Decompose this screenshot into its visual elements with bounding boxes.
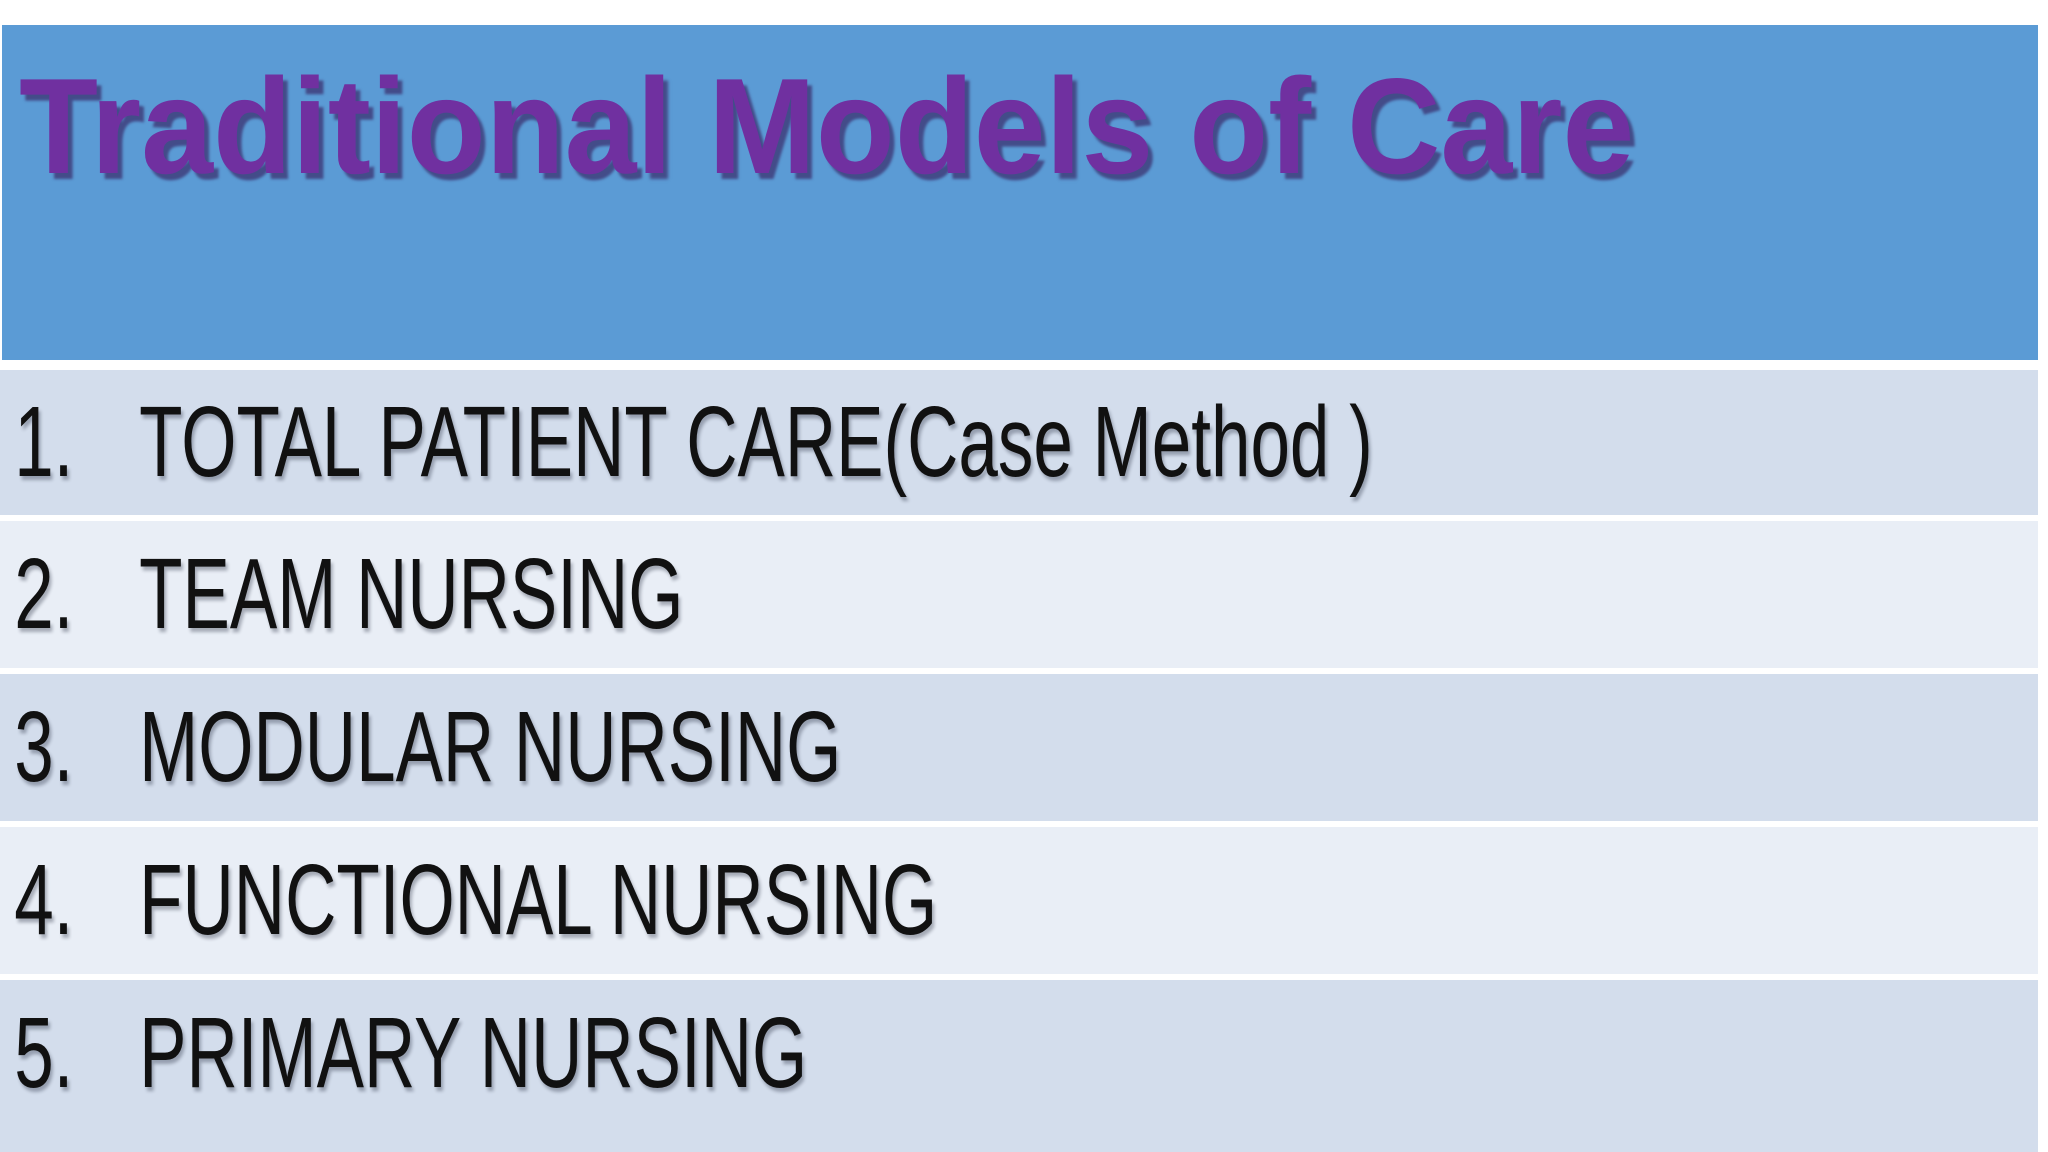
item-text: 2. TEAM NURSING: [0, 537, 684, 652]
list-item-total-patient-care: 1. TOTAL PATIENT CARE(Case Method ): [0, 370, 2038, 515]
item-label: TOTAL PATIENT CARE(Case Method ): [139, 386, 1373, 498]
item-number: 2.: [14, 538, 74, 650]
item-label: TEAM NURSING: [139, 538, 684, 650]
list-item-modular-nursing: 3. MODULAR NURSING: [0, 674, 2038, 821]
item-text: 3. MODULAR NURSING: [0, 690, 841, 805]
item-text: 1. TOTAL PATIENT CARE(Case Method ): [0, 385, 1373, 500]
list-item-team-nursing: 2. TEAM NURSING: [0, 521, 2038, 668]
list-item-primary-nursing: 5. PRIMARY NURSING: [0, 980, 2038, 1152]
item-number: 3.: [14, 691, 74, 803]
item-number: 1.: [14, 386, 74, 498]
item-number: 5.: [14, 997, 74, 1109]
list-item-functional-nursing: 4. FUNCTIONAL NURSING: [0, 827, 2038, 974]
item-label: FUNCTIONAL NURSING: [139, 844, 938, 956]
item-number: 4.: [14, 844, 74, 956]
item-text: 4. FUNCTIONAL NURSING: [0, 843, 937, 958]
title-band: Traditional Models of Care: [2, 25, 2038, 360]
item-label: MODULAR NURSING: [139, 691, 842, 803]
item-text: 5. PRIMARY NURSING: [0, 980, 807, 1127]
slide-title: Traditional Models of Care: [19, 50, 1635, 202]
item-label: PRIMARY NURSING: [139, 997, 808, 1109]
